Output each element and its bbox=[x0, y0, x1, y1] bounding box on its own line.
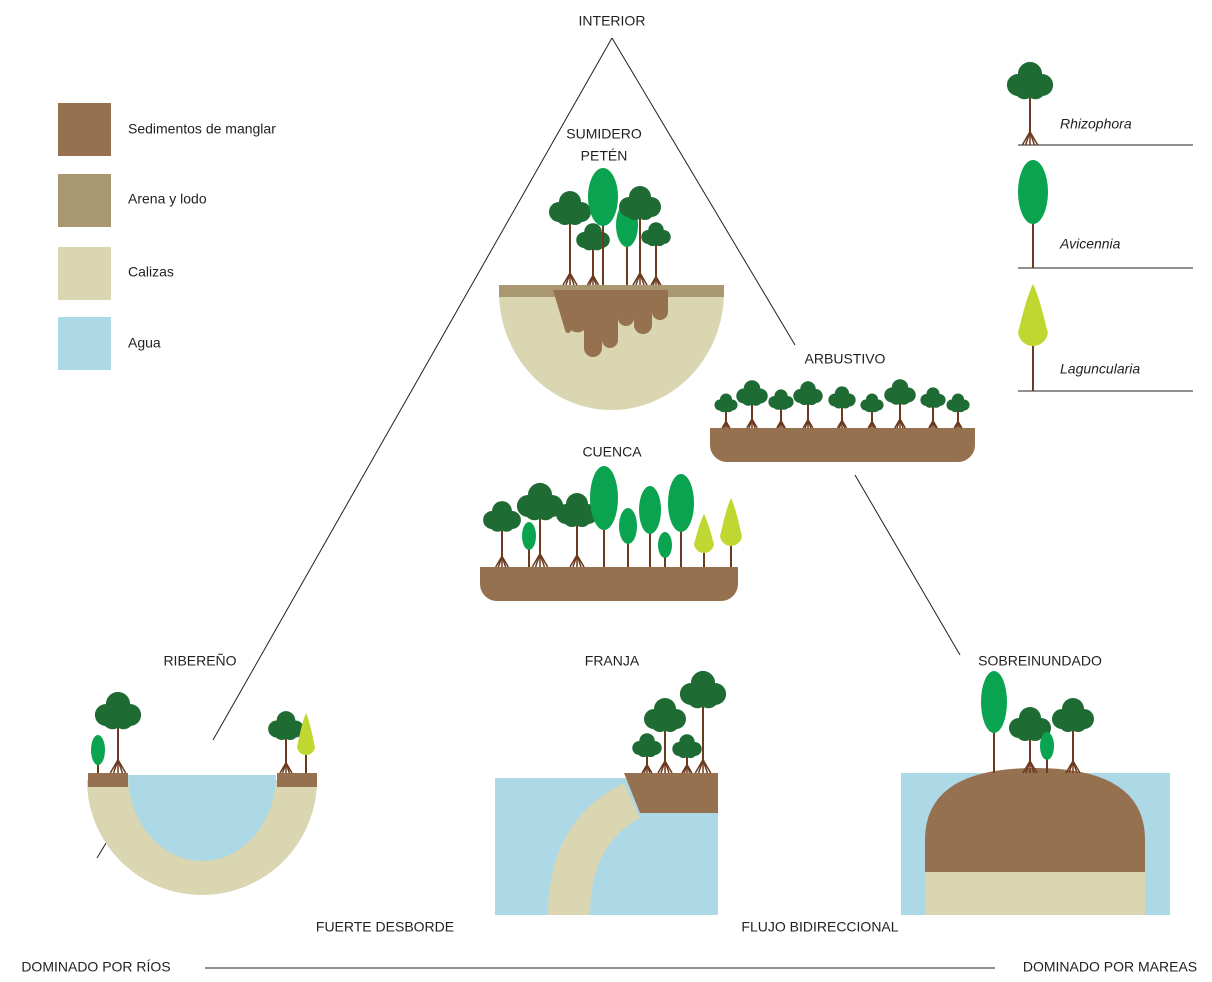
sediment bbox=[710, 428, 975, 462]
laguncularia-tree bbox=[694, 514, 714, 567]
corner-label: INTERIOR bbox=[579, 13, 646, 29]
rhizophora-tree bbox=[672, 734, 701, 773]
rhizophora-tree bbox=[576, 223, 610, 285]
diagram: INTERIOR DOMINADO POR RÍOS DOMINADO POR … bbox=[0, 0, 1212, 977]
crown bbox=[720, 498, 742, 546]
species-label: Rhizophora bbox=[1060, 116, 1132, 132]
crown bbox=[897, 391, 911, 405]
rhizophora-tree bbox=[768, 389, 793, 428]
crown bbox=[1040, 732, 1054, 760]
type-label: PETÉN bbox=[581, 148, 628, 164]
sediment bbox=[88, 773, 128, 787]
crown bbox=[590, 466, 618, 530]
crown bbox=[805, 393, 818, 406]
crown bbox=[1069, 714, 1087, 732]
legend-swatch bbox=[58, 317, 111, 370]
crown bbox=[1018, 284, 1048, 346]
sediment bbox=[480, 567, 738, 601]
rhizophora-tree bbox=[828, 386, 855, 428]
crown bbox=[694, 514, 714, 553]
gradient-label: FUERTE DESBORDE bbox=[316, 919, 454, 935]
sediment bbox=[624, 773, 718, 813]
type-label: CUENCA bbox=[582, 444, 642, 460]
rhizophora-tree bbox=[483, 501, 521, 567]
crown bbox=[639, 486, 661, 534]
avicennia-tree bbox=[1018, 160, 1048, 268]
rhizophora-tree bbox=[946, 393, 969, 428]
rhizophora-tree bbox=[1007, 62, 1053, 145]
sediment bbox=[925, 768, 1145, 872]
corner-label: DOMINADO POR MAREAS bbox=[1023, 959, 1197, 975]
page: {"corners": {"top": "INTERIOR", "left": … bbox=[0, 0, 1212, 982]
avicennia-tree bbox=[619, 508, 637, 567]
avicennia-tree bbox=[1040, 732, 1054, 773]
laguncularia-tree bbox=[1018, 284, 1048, 391]
species-label: Laguncularia bbox=[1060, 361, 1140, 377]
rhizophora-tree bbox=[920, 387, 945, 428]
legend-label: Agua bbox=[128, 335, 161, 351]
crown bbox=[566, 207, 584, 225]
rhizophora-tree bbox=[736, 380, 768, 428]
avicennia-tree bbox=[658, 532, 672, 567]
crown bbox=[522, 522, 536, 550]
crown bbox=[699, 689, 719, 709]
crown bbox=[644, 745, 657, 758]
crown bbox=[536, 501, 556, 521]
crown bbox=[668, 474, 694, 532]
rhizophora-tree bbox=[517, 483, 563, 567]
crown bbox=[114, 710, 134, 730]
crown bbox=[839, 397, 851, 409]
crown bbox=[724, 402, 734, 412]
species-label: Avicennia bbox=[1059, 236, 1121, 252]
rhizophora-tree bbox=[793, 381, 822, 428]
crown bbox=[588, 168, 618, 226]
crown bbox=[981, 671, 1007, 733]
legend-swatch bbox=[58, 103, 111, 156]
avicennia-tree bbox=[668, 474, 694, 567]
crown bbox=[658, 532, 672, 558]
crown bbox=[498, 516, 514, 532]
legend-swatch bbox=[58, 174, 111, 227]
laguncularia-tree bbox=[720, 498, 742, 567]
crown bbox=[573, 509, 591, 527]
avicennia-tree bbox=[639, 486, 661, 567]
gradient-label: FLUJO BIDIRECCIONAL bbox=[741, 919, 898, 935]
crown bbox=[931, 397, 942, 408]
type-label: FRANJA bbox=[585, 653, 640, 669]
type-label: SUMIDERO bbox=[566, 126, 642, 142]
limestone bbox=[925, 872, 1145, 915]
avicennia-tree bbox=[522, 522, 536, 567]
rhizophora-tree bbox=[632, 733, 661, 773]
rhizophora-tree bbox=[641, 222, 670, 285]
type-label: SOBREINUNDADO bbox=[978, 653, 1102, 669]
crown bbox=[779, 399, 790, 410]
crown bbox=[636, 202, 654, 220]
rhizophora-tree bbox=[884, 379, 916, 428]
crown bbox=[870, 402, 880, 412]
legend-label: Calizas bbox=[128, 264, 174, 280]
legend-label: Arena y lodo bbox=[128, 191, 207, 207]
avicennia-tree bbox=[91, 735, 105, 773]
rhizophora-tree bbox=[1052, 698, 1094, 773]
crown bbox=[283, 725, 298, 740]
crown bbox=[684, 746, 697, 759]
type-label: ARBUSTIVO bbox=[805, 351, 886, 367]
legend-label: Sedimentos de manglar bbox=[128, 121, 276, 137]
rhizophora-tree bbox=[714, 393, 737, 428]
crown bbox=[91, 735, 105, 765]
crown bbox=[1018, 160, 1048, 224]
type-label: RIBEREÑO bbox=[163, 653, 236, 669]
crown bbox=[956, 402, 966, 412]
avicennia-tree bbox=[590, 466, 618, 567]
avicennia-tree bbox=[981, 671, 1007, 773]
rhizophora-tree bbox=[860, 393, 883, 428]
corner-label: DOMINADO POR RÍOS bbox=[21, 959, 170, 975]
crown bbox=[661, 714, 679, 732]
crown bbox=[749, 392, 763, 406]
legend-swatch bbox=[58, 247, 111, 300]
crown bbox=[653, 234, 666, 247]
crown bbox=[1026, 80, 1046, 100]
crown bbox=[619, 508, 637, 544]
sediment bbox=[277, 773, 317, 787]
